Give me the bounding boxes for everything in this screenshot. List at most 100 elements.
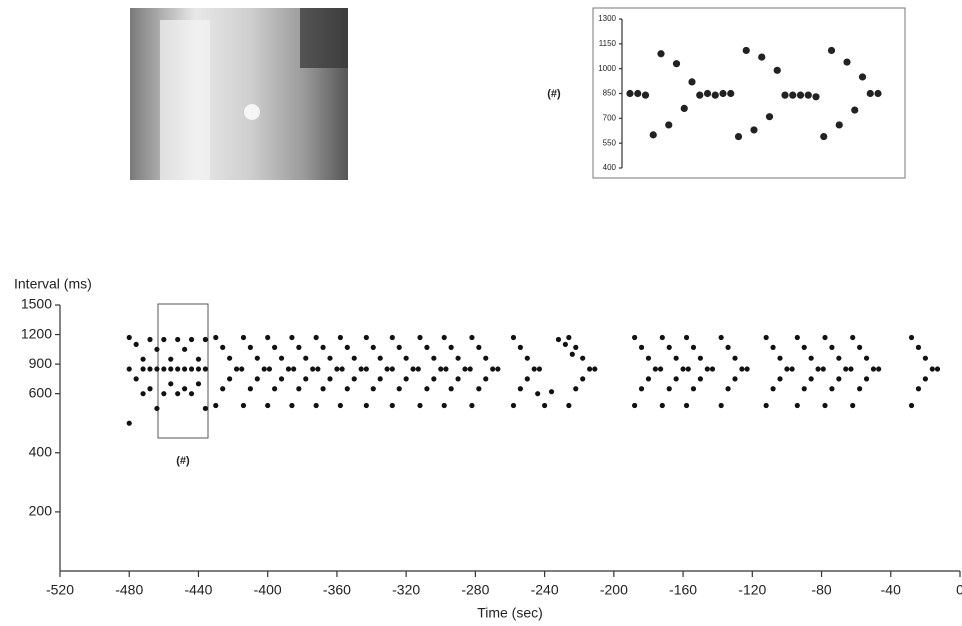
x-tick-label: -200 xyxy=(600,582,628,598)
point xyxy=(683,402,690,409)
point xyxy=(801,344,807,350)
point xyxy=(703,89,712,98)
point xyxy=(147,386,153,392)
point xyxy=(175,391,181,397)
point xyxy=(396,386,402,392)
point xyxy=(727,89,735,98)
point xyxy=(424,386,430,392)
point xyxy=(272,344,278,350)
point xyxy=(812,93,820,101)
point xyxy=(266,366,273,372)
point xyxy=(154,366,160,372)
point xyxy=(548,389,555,395)
point xyxy=(396,344,402,350)
y-tick-label: 900 xyxy=(29,355,53,371)
point xyxy=(417,334,423,341)
y-tick-label: 700 xyxy=(603,113,617,122)
y-tick-label: 1150 xyxy=(599,39,617,48)
x-tick-label: -280 xyxy=(461,582,489,598)
point xyxy=(510,402,517,409)
point xyxy=(154,346,160,352)
point xyxy=(763,402,769,409)
point xyxy=(441,334,447,341)
point xyxy=(289,402,295,409)
point xyxy=(358,366,364,372)
point xyxy=(835,121,843,129)
point xyxy=(566,334,572,341)
point xyxy=(876,366,882,372)
x-tick-label: -360 xyxy=(323,582,351,598)
point xyxy=(820,132,828,141)
point xyxy=(168,356,174,362)
point xyxy=(285,366,292,372)
point xyxy=(389,402,395,409)
point xyxy=(510,334,517,341)
point xyxy=(240,402,247,409)
point xyxy=(389,366,395,372)
point xyxy=(327,355,333,361)
point xyxy=(734,132,743,141)
point xyxy=(220,344,226,350)
point xyxy=(801,386,807,392)
y-axis-label: Interval (ms) xyxy=(14,276,92,292)
point xyxy=(310,366,316,372)
x-tick-label: -240 xyxy=(531,582,559,598)
point xyxy=(573,386,579,392)
point xyxy=(696,91,704,99)
point xyxy=(592,366,598,372)
point xyxy=(334,366,340,372)
point xyxy=(524,376,530,382)
point xyxy=(517,344,523,350)
point xyxy=(289,334,295,341)
point xyxy=(836,376,842,382)
y-tick-label: 550 xyxy=(603,138,617,147)
point xyxy=(638,386,645,392)
point xyxy=(344,386,350,392)
point xyxy=(126,420,132,426)
point xyxy=(272,386,278,392)
point xyxy=(863,355,870,361)
point xyxy=(770,386,776,392)
point xyxy=(794,334,800,341)
point xyxy=(441,402,447,409)
y-tick-label: 200 xyxy=(29,503,53,519)
point xyxy=(467,366,473,372)
point xyxy=(573,344,579,350)
point xyxy=(922,376,928,382)
point xyxy=(363,366,369,372)
point xyxy=(908,402,915,409)
point xyxy=(765,113,774,121)
point xyxy=(344,344,350,350)
point xyxy=(843,366,849,372)
point xyxy=(777,355,783,361)
point xyxy=(685,366,691,372)
x-tick-label: -400 xyxy=(254,582,282,598)
point xyxy=(403,355,409,361)
point xyxy=(154,405,160,412)
point xyxy=(857,344,863,350)
point xyxy=(789,91,797,99)
point xyxy=(220,386,226,392)
point xyxy=(278,376,285,382)
point xyxy=(850,402,856,409)
point xyxy=(742,46,750,55)
point xyxy=(673,355,679,361)
point xyxy=(476,386,482,392)
point xyxy=(483,355,489,361)
point xyxy=(161,391,167,397)
point xyxy=(188,366,195,372)
point xyxy=(680,104,688,112)
point xyxy=(649,131,657,139)
point xyxy=(247,386,253,392)
point xyxy=(448,386,454,392)
point xyxy=(777,376,783,382)
point xyxy=(303,355,309,361)
point xyxy=(227,376,233,382)
point xyxy=(566,402,572,409)
point xyxy=(351,376,357,382)
point xyxy=(652,366,658,372)
point xyxy=(789,366,795,372)
point xyxy=(133,341,139,348)
point xyxy=(469,402,475,409)
point xyxy=(804,91,812,99)
